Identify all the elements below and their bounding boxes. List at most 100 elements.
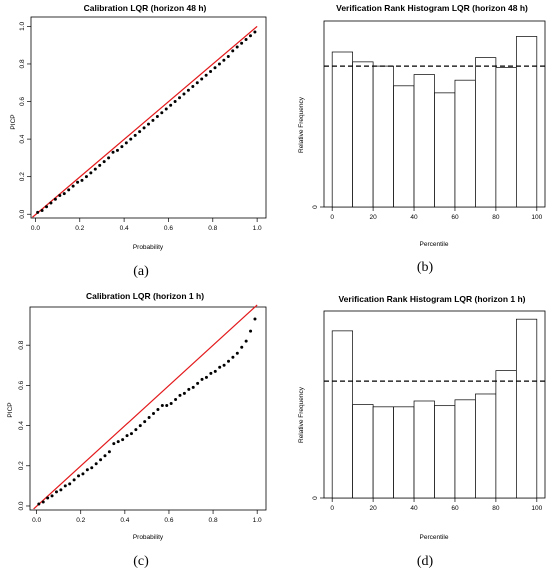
- panel-a-data-point: [178, 96, 182, 100]
- panel-c-data-point: [218, 365, 222, 369]
- panel-c-data-point: [222, 363, 226, 367]
- panel-b-histogram-bar: [495, 67, 517, 208]
- panel-d-xtick-label: 20: [369, 505, 377, 512]
- panel-a-data-point: [248, 34, 252, 38]
- panel-a-data-point: [191, 85, 195, 89]
- panel-d-ylabel: Relative Frequency: [298, 386, 305, 443]
- panel-c-data-point: [37, 502, 41, 506]
- panel-c-data-point: [72, 478, 76, 482]
- panel-c-data-point: [112, 442, 116, 446]
- panel-a-xlabel: Probability: [133, 244, 164, 251]
- panel-c-data-point: [103, 454, 107, 458]
- panel-d-histogram-bar: [331, 330, 353, 499]
- panel-c-data-point: [160, 403, 164, 407]
- panel-c-data-point: [209, 371, 213, 375]
- panel-d-histogram-bar: [516, 318, 538, 499]
- panel-b-rank-histogram-48h: Verification Rank Histogram LQR (horizon…: [298, 3, 546, 275]
- panel-a-data-point: [235, 45, 239, 49]
- panel-a-data-point: [45, 205, 49, 209]
- panel-a-ytick-label: 0.4: [19, 134, 26, 143]
- panel-a-data-point: [195, 81, 199, 85]
- panel-a-ytick-label: 0.6: [19, 97, 26, 106]
- panel-c-data-point: [54, 490, 58, 494]
- panel-b-ylabel: Relative Frequency: [298, 96, 305, 153]
- panel-c-data-point: [235, 351, 239, 355]
- panel-a-data-point: [53, 197, 57, 201]
- panel-a-xtick-label: 0.6: [164, 225, 173, 232]
- panel-c-data-point: [178, 393, 182, 397]
- panel-c-xtick-label: 1.0: [253, 517, 262, 524]
- panel-a-data-point: [93, 167, 97, 171]
- panel-d-xtick-label: 60: [451, 505, 459, 512]
- panel-c-data-point: [204, 375, 208, 379]
- panel-a-data-point: [226, 54, 230, 58]
- panel-c-data-point: [99, 458, 103, 462]
- panel-a-data-point: [49, 201, 53, 205]
- panel-b-histogram-bar: [454, 79, 476, 208]
- panel-d-histogram-bar: [393, 406, 415, 499]
- panel-c-data-point: [182, 391, 186, 395]
- panel-c-label: (c): [133, 554, 149, 569]
- panel-c-ytick-label: 0.8: [18, 340, 25, 349]
- panel-b-xtick-label: 0: [330, 214, 334, 221]
- panel-d-histogram-bar: [495, 370, 517, 499]
- panel-c-data-point: [147, 416, 151, 420]
- panel-c-xtick-label: 0.4: [120, 517, 129, 524]
- panel-a-data-point: [84, 175, 88, 179]
- panel-a-data-point: [151, 118, 155, 122]
- panel-a-data-point: [222, 58, 226, 62]
- panel-c-data-point: [174, 397, 178, 401]
- panel-d-histogram-bar: [454, 399, 476, 499]
- panel-c-ytick-label: 0.2: [18, 461, 25, 470]
- panel-a-data-point: [164, 107, 168, 111]
- panel-d-xtick-label: 0: [330, 505, 334, 512]
- panel-d-histogram-bar: [434, 405, 456, 499]
- panel-a-data-point: [204, 73, 208, 77]
- panel-c-data-point: [41, 500, 45, 504]
- panel-c-xtick-label: 0.0: [32, 517, 41, 524]
- panel-c-data-point: [231, 355, 235, 359]
- panel-a-data-point: [155, 115, 159, 119]
- panel-a-xtick-label: 0.0: [31, 225, 40, 232]
- panel-a-data-point: [76, 180, 80, 184]
- panel-c-data-point: [107, 450, 111, 454]
- panel-c-data-point: [249, 329, 253, 333]
- panel-b-histogram-bar: [516, 36, 538, 208]
- panel-a-data-point: [67, 188, 71, 192]
- panel-a-data-point: [173, 100, 177, 104]
- panel-a-title: Calibration LQR (horizon 48 h): [84, 3, 207, 13]
- panel-a-xtick-label: 0.8: [208, 225, 217, 232]
- panel-c-xlabel: Probability: [133, 534, 164, 541]
- panel-b-histogram-bar: [413, 74, 435, 208]
- panel-b-histogram-bar: [434, 92, 456, 208]
- panel-c-ytick-label: 0.0: [18, 501, 25, 510]
- panel-c-data-point: [227, 359, 231, 363]
- panel-c-data-point: [152, 412, 156, 416]
- panel-c-ytick-label: 0.6: [18, 380, 25, 389]
- panel-d-title: Verification Rank Histogram LQR (horizon…: [338, 294, 525, 304]
- panel-c-data-point: [63, 484, 67, 488]
- panel-c-reference-line: [33, 304, 258, 510]
- panel-b-xtick-label: 100: [531, 214, 542, 221]
- panel-a-data-point: [138, 130, 142, 134]
- panel-a-data-point: [40, 208, 44, 212]
- panel-a-data-point: [120, 145, 124, 149]
- panel-a-data-point: [217, 62, 221, 66]
- panel-c-data-point: [46, 496, 50, 500]
- panel-c-calibration-1h: Calibration LQR (horizon 1 h) Probabilit…: [7, 291, 267, 569]
- panel-a-calibration-48h: Calibration LQR (horizon 48 h) Probabili…: [10, 3, 267, 279]
- panel-b-ytick-label: 0: [312, 205, 319, 209]
- panel-c-data-point: [244, 339, 248, 343]
- panel-a-xtick-label: 0.4: [120, 225, 129, 232]
- panel-a-data-point: [231, 49, 235, 53]
- panel-a-data-point: [62, 192, 66, 196]
- panel-c-data-point: [59, 488, 63, 492]
- panel-a-data-point: [133, 133, 137, 137]
- panel-c-data-point: [156, 408, 160, 412]
- panel-b-title: Verification Rank Histogram LQR (horizon…: [336, 3, 528, 13]
- panel-c-data-point: [191, 385, 195, 389]
- panel-a-data-point: [124, 141, 128, 145]
- panel-a-ytick-label: 1.0: [19, 21, 26, 30]
- panel-d-histogram-bar: [475, 393, 497, 499]
